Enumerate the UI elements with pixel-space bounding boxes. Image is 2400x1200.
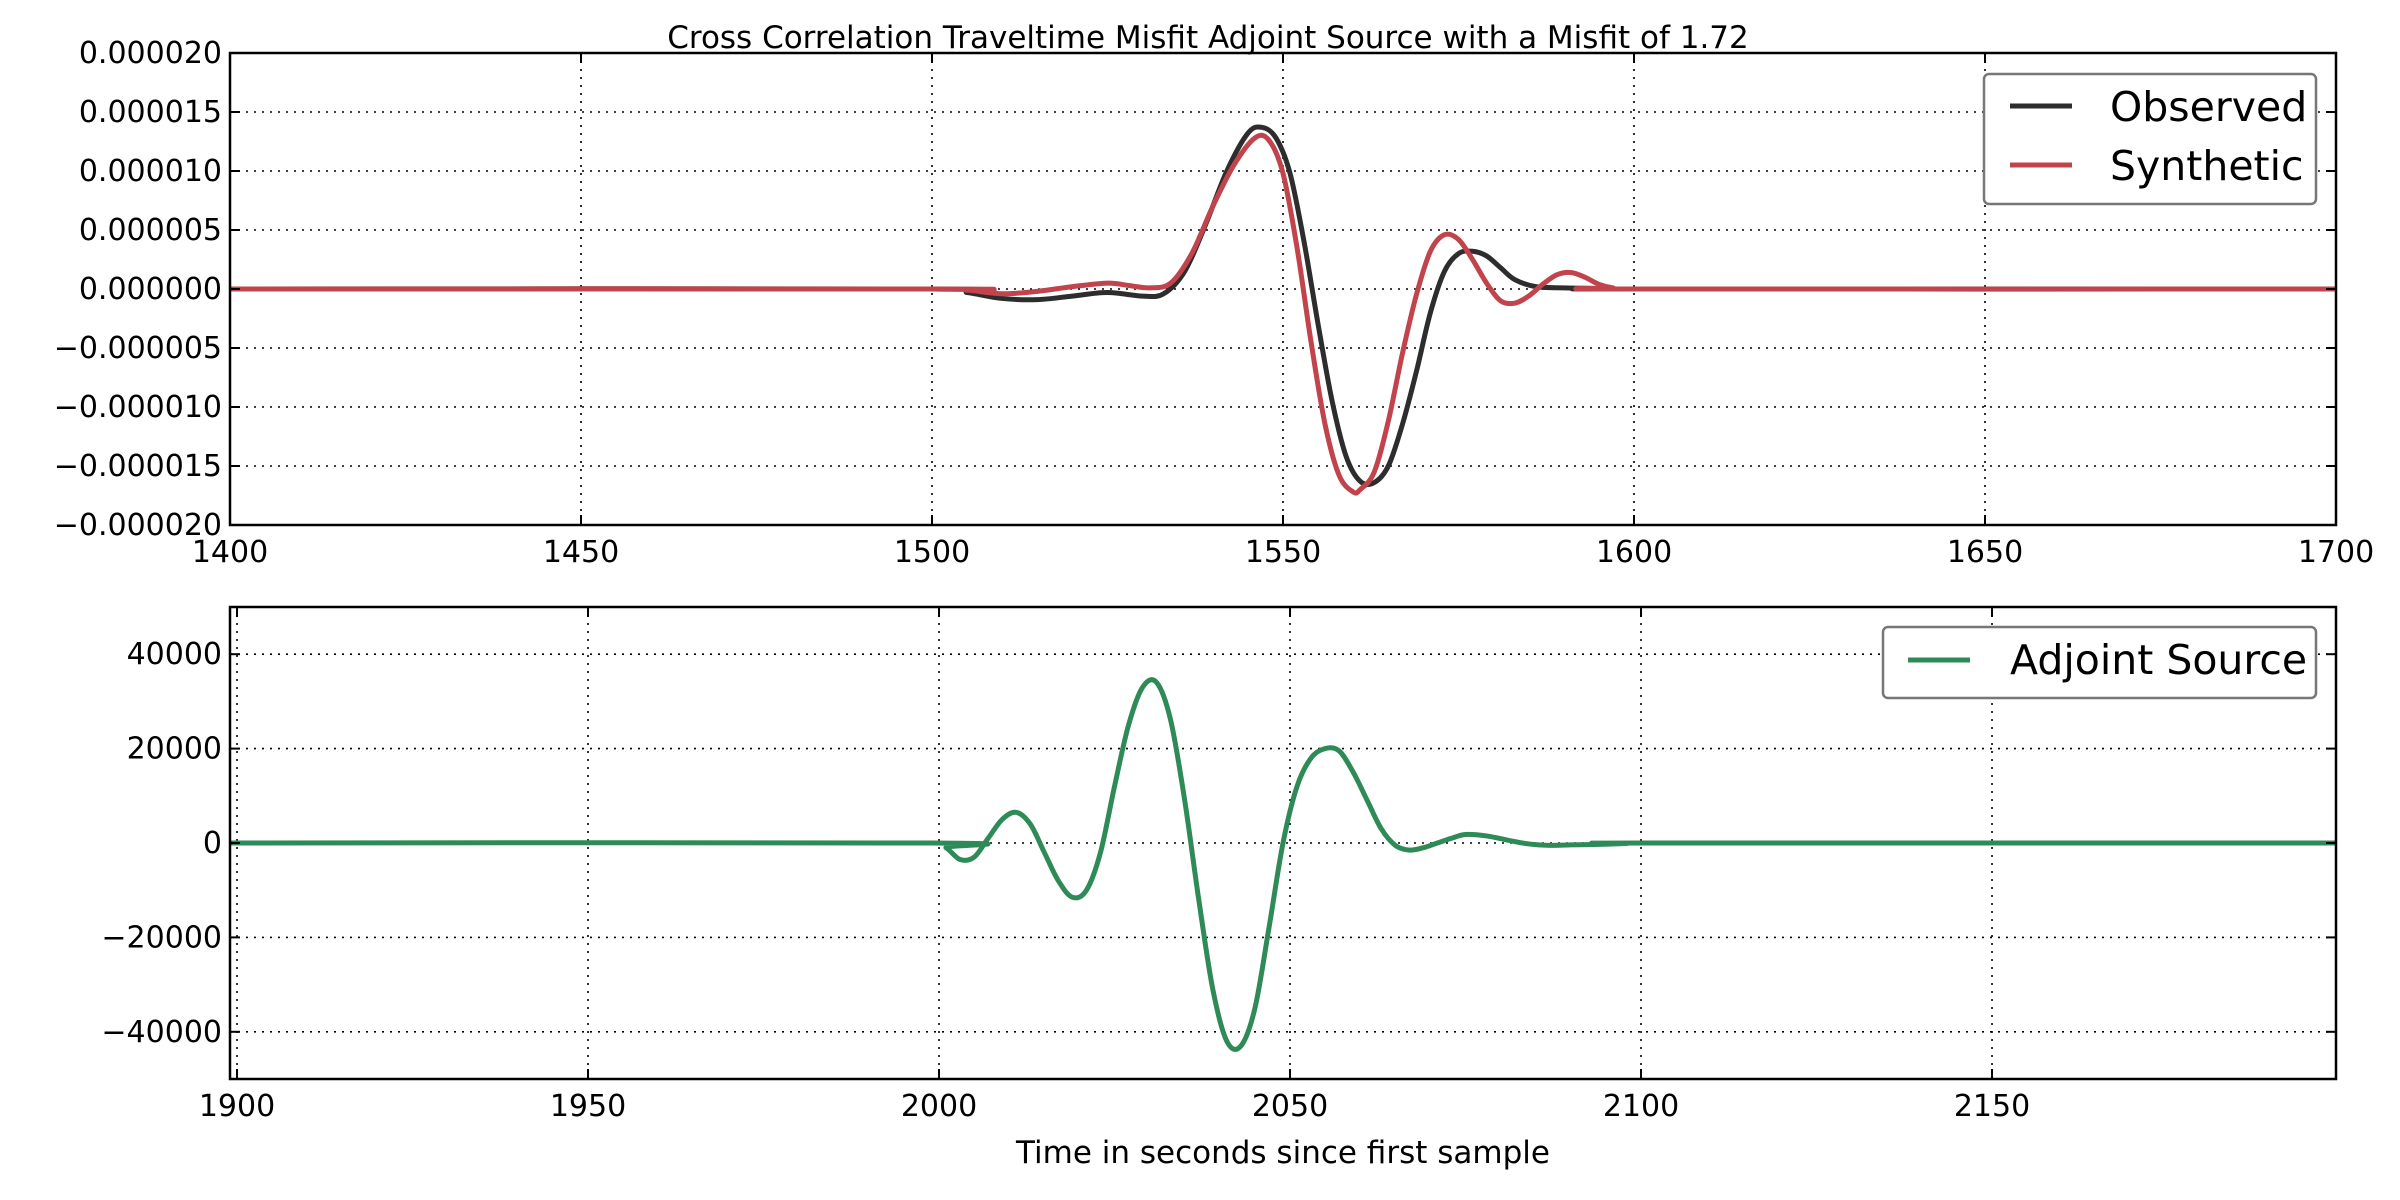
top-x-tick-label: 1450 <box>543 535 619 570</box>
bottom-legend-box <box>1881 625 2318 700</box>
bottom-x-tick-label: 1900 <box>199 1089 275 1124</box>
legend-label-observed: Observed <box>2110 83 2307 131</box>
top-y-tick-label: 0.000000 <box>79 272 222 307</box>
bottom-tick-labels: 1900 1950 2000 2050 2100 2150 40000 20000 0 −2000… <box>101 637 2030 1124</box>
top-y-tick-label: 0.000015 <box>79 95 222 130</box>
bottom-y-tick-label: 20000 <box>127 732 222 767</box>
top-x-tick-label: 1700 <box>2298 535 2374 570</box>
top-x-tick-label: 1650 <box>1947 535 2023 570</box>
bottom-panel: 1900 1950 2000 2050 2100 2150 40000 20000 0 −2000… <box>101 605 2338 1124</box>
top-y-tick-label: 0.000010 <box>79 154 222 189</box>
top-y-tick-label: 0.000020 <box>79 36 222 71</box>
bottom-y-tick-label: 40000 <box>127 637 222 672</box>
bottom-x-tick-label: 2150 <box>1954 1089 2030 1124</box>
bottom-x-tick-label: 2050 <box>1252 1089 1328 1124</box>
top-legend: Observed Synthetic <box>1982 72 2318 206</box>
bottom-legend: Adjoint Source <box>1881 625 2318 700</box>
top-y-tick-label: −0.000020 <box>54 508 222 543</box>
top-y-tick-label: −0.000015 <box>54 449 222 484</box>
bottom-y-tick-label: −20000 <box>101 920 222 955</box>
series-line-synthetic <box>229 132 2337 496</box>
top-x-tick-label: 1500 <box>894 535 970 570</box>
top-series <box>229 124 2337 496</box>
top-y-tick-label: 0.000005 <box>79 213 222 248</box>
legend-label-adjoint-source: Adjoint Source <box>2010 636 2307 684</box>
legend-label-synthetic: Synthetic <box>2110 142 2304 190</box>
bottom-series <box>229 677 2337 1052</box>
top-ticks <box>229 52 2337 526</box>
top-panel: 1400 1450 1500 1550 1600 1650 1700 0.000020 0.00… <box>54 36 2374 570</box>
x-axis-label: Time in seconds since first sample <box>1015 1135 1550 1171</box>
series-line-adjoint-source <box>229 677 2337 1052</box>
bottom-y-tick-label: −40000 <box>101 1015 222 1050</box>
top-x-tick-label: 1600 <box>1596 535 1672 570</box>
top-tick-labels: 1400 1450 1500 1550 1600 1650 1700 0.000020 0.00… <box>54 36 2374 570</box>
top-x-tick-label: 1550 <box>1245 535 1321 570</box>
bottom-x-tick-label: 1950 <box>550 1089 626 1124</box>
bottom-ticks <box>230 607 2336 1079</box>
top-y-tick-label: −0.000005 <box>54 331 222 366</box>
top-x-tick-label: 1400 <box>192 535 268 570</box>
bottom-x-tick-label: 2100 <box>1603 1089 1679 1124</box>
series-line-observed <box>229 124 2337 488</box>
top-y-tick-label: −0.000010 <box>54 390 222 425</box>
bottom-y-tick-label: 0 <box>203 826 222 861</box>
bottom-grid <box>230 607 2336 1079</box>
chart-title: Cross Correlation Traveltime Misfit Adjo… <box>667 20 1749 56</box>
bottom-x-tick-label: 2000 <box>901 1089 977 1124</box>
